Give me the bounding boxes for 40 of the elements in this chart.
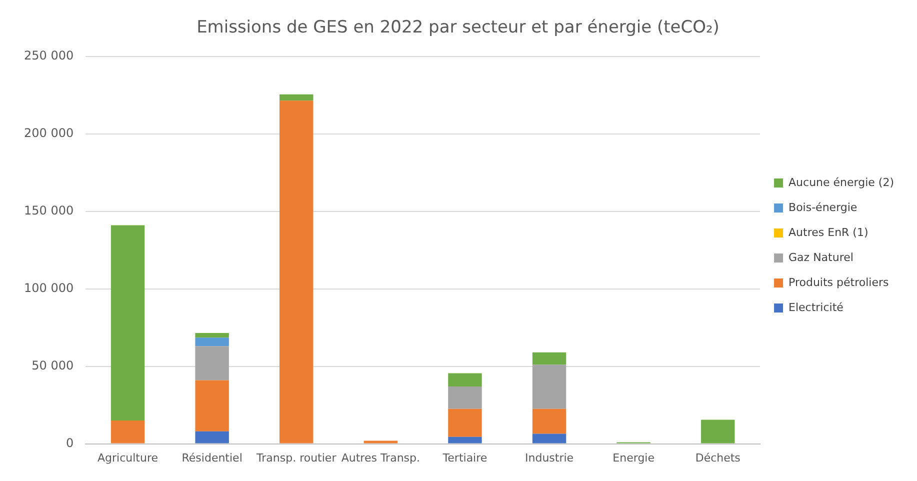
x-tick-label: Energie [612,451,655,464]
x-tick-label: Industrie [524,451,574,464]
bar [195,338,229,346]
bar [110,225,145,421]
x-tick-label: Transp. routier [256,451,337,464]
legend-label: Aucune énergie (2) [788,176,894,189]
y-tick-label: 0 [66,436,74,450]
bar [280,94,314,101]
x-tick-label: Résidentiel [182,451,242,464]
y-tick-label: 150 000 [24,203,74,218]
bar [532,434,566,444]
x-tick-label: Déchets [695,451,741,464]
bar [448,386,482,409]
bar [532,352,566,365]
bar [448,436,482,444]
bar [364,440,398,444]
y-tick-label: 250 000 [24,48,74,63]
bar [532,408,566,434]
bar [195,346,229,380]
chart-title: Emissions de GES en 2022 par secteur et par énergie (teCO₂) [196,18,720,38]
legend-label: Bois-énergie [788,200,858,214]
x-tick-label: Tertiaire [442,451,488,464]
x-tick-label: Autres Transp. [341,451,420,464]
bar [195,380,229,432]
y-tick-label: 200 000 [24,126,74,140]
y-tick-label: 100 000 [24,280,74,295]
bar [448,408,482,437]
bar [532,364,566,409]
legend-label: Produits pétroliers [788,276,890,289]
x-tick-label: Agriculture [98,451,158,464]
y-tick-label: 50 000 [32,358,74,372]
bar [110,420,145,444]
legend-label: Electricité [788,300,844,314]
bar [701,420,735,444]
legend-label: Autres EnR (1) [788,226,868,239]
legend-label: Gaz Naturel [788,250,854,264]
bar [195,431,229,444]
bar [195,333,229,338]
bar [280,100,314,444]
bar [448,373,482,386]
